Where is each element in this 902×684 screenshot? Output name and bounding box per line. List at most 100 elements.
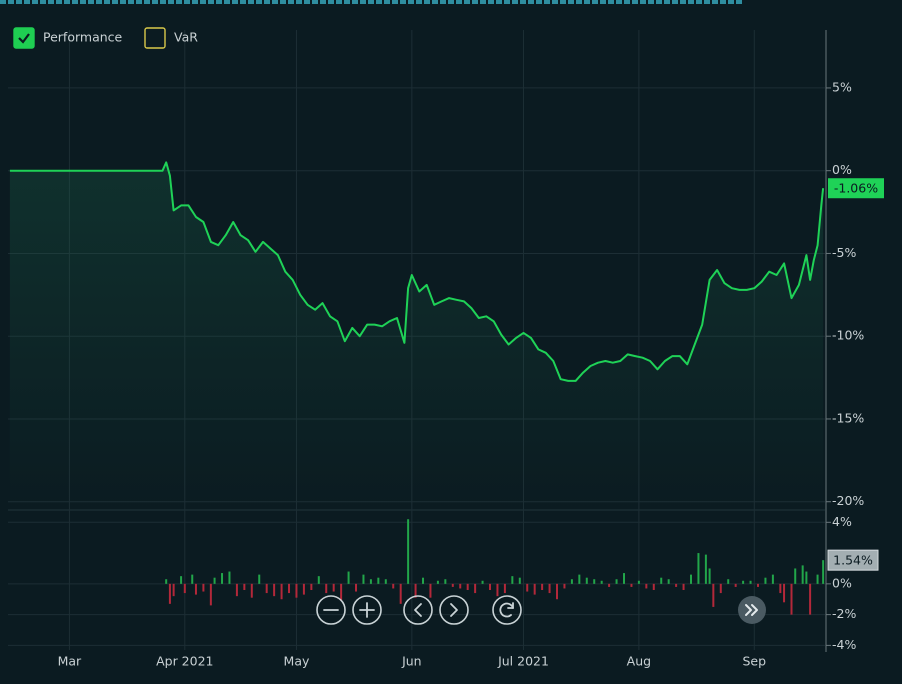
- legend-checkbox[interactable]: [13, 27, 35, 49]
- return-bar: [459, 583, 462, 589]
- return-bar: [414, 583, 417, 598]
- y-tick-label: 0%: [832, 162, 852, 177]
- return-bar: [474, 583, 477, 594]
- return-bar: [623, 573, 626, 584]
- return-bar: [347, 571, 350, 584]
- return-bar: [250, 583, 253, 598]
- return-bar: [764, 577, 767, 584]
- return-bar: [809, 583, 812, 615]
- return-bar: [660, 577, 663, 584]
- return-bar: [302, 583, 305, 595]
- legend: Performance VaR: [13, 27, 198, 49]
- return-bar: [429, 583, 432, 598]
- y-tick-label: 0%: [832, 575, 852, 590]
- return-bar: [541, 583, 544, 590]
- return-bar: [570, 579, 573, 584]
- return-bar: [593, 579, 596, 584]
- return-bar: [392, 583, 395, 589]
- return-bar: [822, 560, 825, 584]
- performance-line: [9, 161, 825, 382]
- return-bar: [757, 583, 760, 587]
- return-bar: [422, 577, 425, 584]
- reset-button[interactable]: [492, 595, 522, 625]
- return-bar: [563, 583, 566, 589]
- return-bar: [742, 580, 745, 584]
- return-bar: [637, 580, 640, 584]
- legend-label[interactable]: Performance: [43, 30, 123, 45]
- zoom-in-button[interactable]: [352, 595, 382, 625]
- y-tick-label: -10%: [832, 328, 864, 343]
- return-bar: [533, 583, 536, 595]
- return-bar: [332, 583, 335, 592]
- legend-item[interactable]: VaR: [144, 27, 198, 49]
- zoom-out-button[interactable]: [316, 595, 346, 625]
- y-tick-label: 4%: [832, 514, 852, 529]
- return-bar: [630, 583, 633, 587]
- return-bar: [675, 583, 678, 587]
- return-bar: [708, 568, 711, 584]
- return-bar: [228, 571, 231, 584]
- return-bar: [496, 583, 499, 597]
- return-bar: [615, 579, 618, 584]
- pan-right-button[interactable]: [439, 595, 469, 625]
- return-bar: [608, 583, 611, 587]
- last-value-label: 1.54%: [833, 553, 873, 568]
- return-bar: [295, 583, 298, 598]
- return-bar: [436, 580, 439, 584]
- return-bar: [243, 583, 246, 590]
- return-bar: [180, 576, 183, 584]
- return-bar: [682, 583, 685, 590]
- return-bar: [790, 583, 793, 615]
- x-tick-label: Jul 2021: [497, 654, 549, 669]
- return-bar: [280, 583, 283, 600]
- x-tick-label: Sep: [742, 654, 766, 669]
- y-tick-label: -15%: [832, 410, 864, 425]
- return-bar: [369, 579, 372, 584]
- return-bar: [526, 583, 529, 592]
- return-bar: [779, 583, 782, 594]
- last-value-label: -1.06%: [834, 181, 878, 196]
- x-tick-label: Mar: [58, 654, 82, 669]
- return-bar: [340, 583, 343, 601]
- return-bar: [265, 583, 268, 594]
- return-bar: [749, 580, 752, 584]
- return-bar: [317, 576, 320, 584]
- plot: -1.06% 1.54%: [9, 161, 884, 615]
- y-tick-label: 5%: [832, 79, 852, 94]
- return-bar: [191, 574, 194, 584]
- return-bar: [407, 519, 410, 584]
- toolbar: [316, 595, 766, 625]
- pan-left-button[interactable]: [403, 595, 433, 625]
- return-bar: [325, 583, 328, 594]
- scroll-latest-button[interactable]: [738, 596, 766, 624]
- return-bar: [600, 580, 603, 584]
- return-bar: [213, 577, 216, 584]
- return-bar: [771, 574, 774, 584]
- return-bar: [451, 583, 454, 587]
- legend-item[interactable]: Performance: [13, 27, 123, 49]
- return-bar: [183, 583, 186, 594]
- return-bar: [221, 573, 224, 584]
- return-bar: [801, 565, 804, 584]
- legend-checkbox[interactable]: [144, 27, 166, 49]
- return-bar: [667, 579, 670, 584]
- return-bar: [355, 583, 358, 592]
- return-bar: [578, 574, 581, 584]
- return-bar: [235, 583, 238, 597]
- return-bar: [805, 571, 808, 584]
- return-bar: [481, 580, 484, 584]
- return-bar: [585, 577, 588, 584]
- return-bar: [712, 583, 715, 607]
- return-bar: [727, 579, 730, 584]
- legend-label[interactable]: VaR: [174, 30, 198, 45]
- return-bar: [645, 583, 648, 589]
- return-bar: [165, 579, 168, 584]
- x-tick-label: Apr 2021: [156, 654, 213, 669]
- return-bar: [734, 583, 737, 587]
- return-bar: [466, 583, 469, 590]
- return-bar: [704, 554, 707, 584]
- return-bar: [489, 583, 492, 590]
- performance-area: [9, 162, 824, 510]
- return-bar: [209, 583, 212, 606]
